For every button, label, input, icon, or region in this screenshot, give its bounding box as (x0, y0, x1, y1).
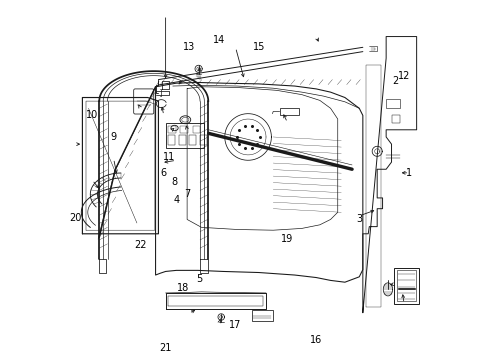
Bar (251, 310, 273, 320)
Text: 5: 5 (196, 274, 203, 284)
Text: 1: 1 (406, 168, 412, 178)
Bar (168, 135, 175, 145)
Text: 17: 17 (229, 320, 241, 330)
Text: 6: 6 (161, 168, 166, 178)
Text: 13: 13 (183, 42, 195, 52)
Text: 10: 10 (86, 111, 98, 121)
Bar (396, 270, 415, 301)
Bar (279, 108, 299, 116)
Bar (180, 126, 188, 133)
Text: 21: 21 (159, 343, 171, 353)
Text: 7: 7 (183, 189, 190, 199)
Bar (394, 268, 418, 304)
Bar (199, 135, 206, 145)
Text: 8: 8 (171, 177, 177, 187)
Text: 18: 18 (177, 283, 189, 293)
Text: 16: 16 (309, 334, 322, 345)
Bar (168, 126, 176, 133)
Text: 2: 2 (391, 76, 397, 86)
Bar (192, 126, 200, 133)
Text: 22: 22 (134, 239, 146, 249)
Text: 4: 4 (173, 195, 179, 205)
Bar (165, 123, 204, 148)
Text: 20: 20 (69, 213, 81, 222)
Bar (189, 135, 196, 145)
Text: 14: 14 (213, 35, 225, 45)
Text: 9: 9 (110, 132, 117, 142)
Text: 15: 15 (252, 42, 264, 52)
Text: 12: 12 (397, 71, 409, 81)
Bar (178, 135, 185, 145)
Text: 19: 19 (281, 234, 293, 244)
Text: 3: 3 (355, 215, 362, 224)
Text: 11: 11 (163, 152, 175, 162)
